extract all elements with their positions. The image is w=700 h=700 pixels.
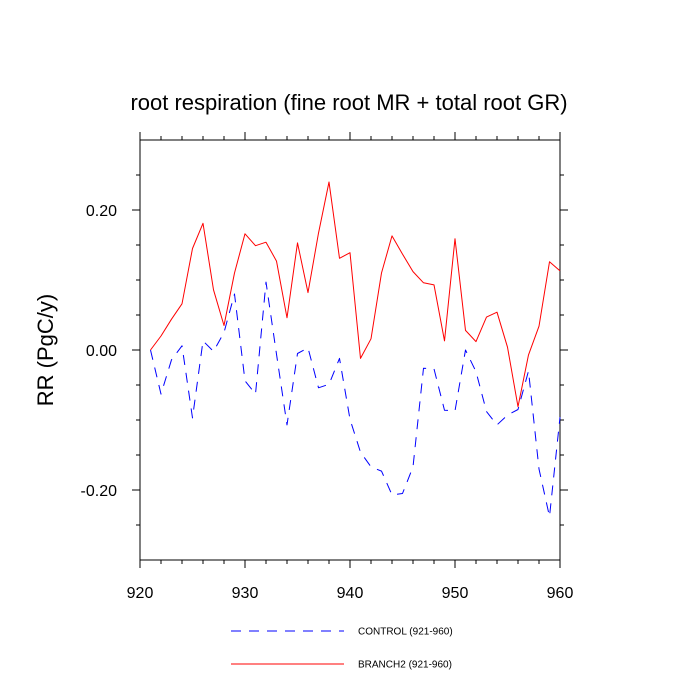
x-tick-label: 930 xyxy=(232,585,259,602)
legend-label-control: CONTROL (921-960) xyxy=(358,627,453,638)
x-tick-label: 960 xyxy=(547,585,574,602)
y-tick-label: 0.20 xyxy=(86,203,117,220)
y-tick-label: 0.00 xyxy=(86,343,117,360)
y-axis-label: RR (PgC/y) xyxy=(33,294,58,406)
x-tick-label: 950 xyxy=(442,585,469,602)
chart-title: root respiration (fine root MR + total r… xyxy=(130,90,567,115)
x-tick-label: 940 xyxy=(337,585,364,602)
series-line-control xyxy=(150,281,561,518)
series-line-branch2 xyxy=(150,181,561,408)
legend-label-branch2: BRANCH2 (921-960) xyxy=(358,660,452,671)
plot-area xyxy=(139,139,561,561)
axis-ticks: 920 930 940 950 960 -0.20 0.00 0.20 xyxy=(81,132,574,602)
plot-frame xyxy=(139,139,561,561)
legend: CONTROL (921-960) BRANCH2 (921-960) xyxy=(231,627,453,671)
y-tick-label: -0.20 xyxy=(81,483,118,500)
series-lines xyxy=(150,181,561,518)
x-tick-label: 920 xyxy=(127,585,154,602)
